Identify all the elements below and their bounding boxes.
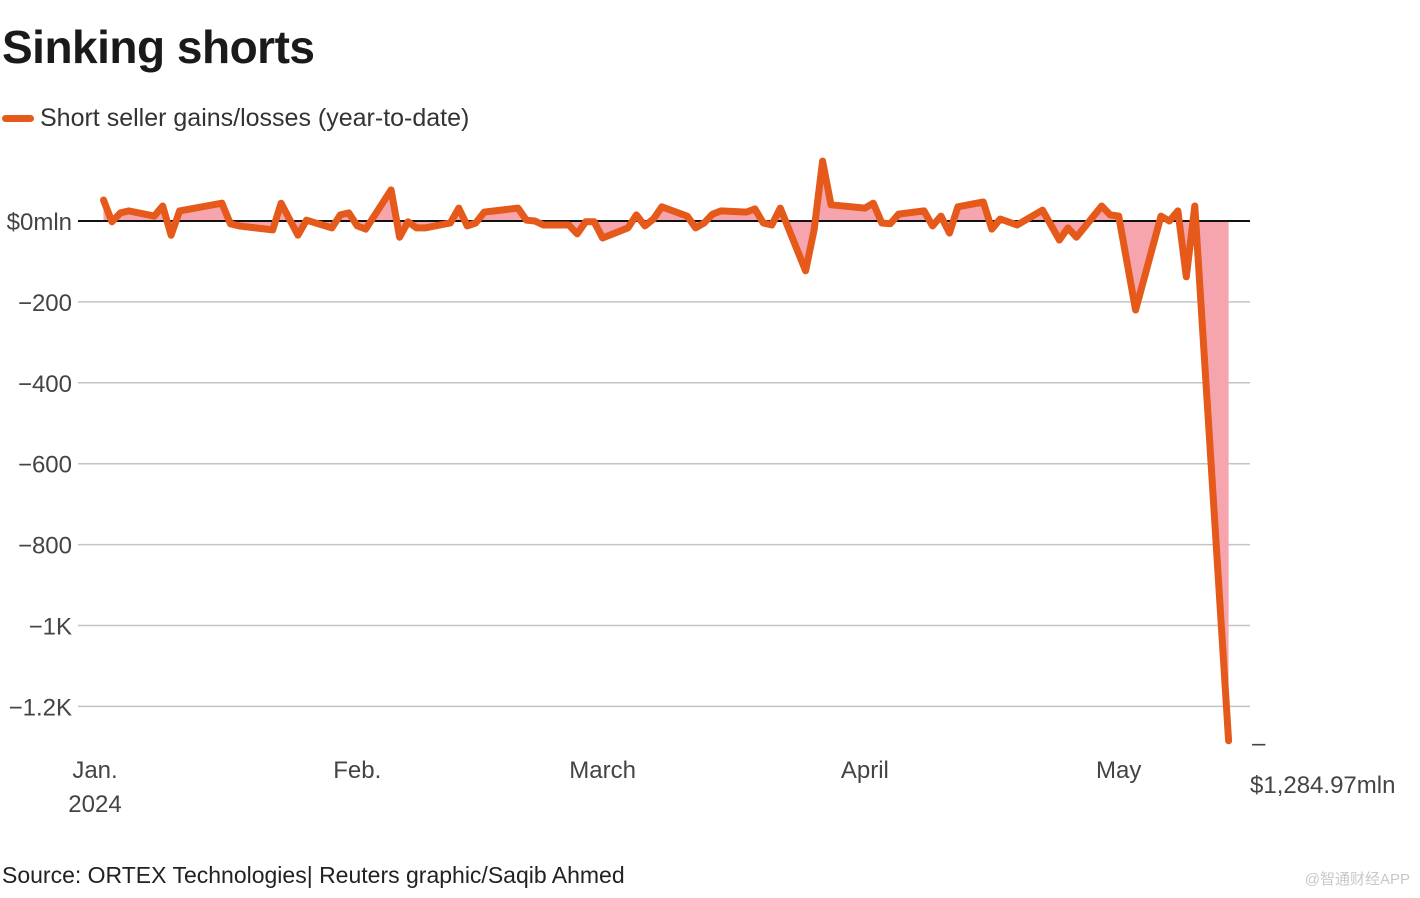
- area-fill: [103, 161, 1229, 741]
- y-tick-label: −800: [18, 533, 72, 560]
- watermark: @智通财经APP: [1304, 871, 1410, 888]
- end-value-label: $1,284.97mln: [1250, 772, 1395, 799]
- legend: Short seller gains/losses (year-to-date): [2, 104, 469, 133]
- end-value-dash: –: [1252, 730, 1266, 757]
- x-tick-sublabel: 2024: [68, 791, 121, 818]
- x-tick-label: April: [841, 757, 889, 784]
- x-tick-label: May: [1096, 757, 1141, 784]
- x-tick-label: Feb.: [333, 757, 381, 784]
- y-tick-label: $0mln: [7, 209, 72, 236]
- legend-label: Short seller gains/losses (year-to-date): [40, 104, 470, 132]
- y-tick-label: −1K: [29, 614, 72, 641]
- x-tick-label: March: [569, 757, 636, 784]
- series-line: [100, 157, 1233, 745]
- source-note: Source: ORTEX Technologies| Reuters grap…: [2, 862, 625, 888]
- legend-swatch: [2, 115, 34, 122]
- x-tick-label: Jan.: [72, 757, 117, 784]
- y-tick-label: −600: [18, 452, 72, 479]
- y-tick-label: −1.2K: [9, 694, 72, 721]
- y-tick-label: −400: [18, 371, 72, 398]
- chart-title: Sinking shorts: [2, 21, 315, 73]
- y-tick-label: −200: [18, 290, 72, 317]
